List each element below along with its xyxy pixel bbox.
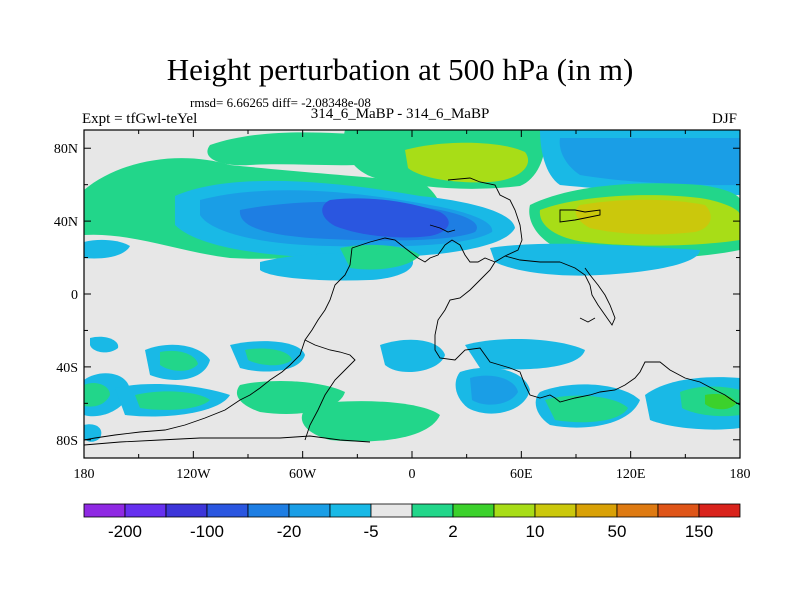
colorbar-swatch [657, 503, 700, 518]
x-tick-label: 60W [289, 467, 317, 482]
field-contour-cyan [380, 339, 445, 373]
colorbar-swatch [288, 503, 331, 518]
colorbar-label: -5 [363, 522, 378, 541]
field-contour-green [340, 244, 420, 270]
field-contour-green [135, 391, 210, 410]
season-label: DJF [712, 111, 738, 127]
x-tick-label: 0 [409, 467, 416, 482]
continent-outline [84, 247, 353, 441]
field-contour-green [301, 401, 440, 442]
x-tick-label: 180 [74, 467, 95, 482]
continent-outline [504, 255, 560, 263]
colorbar-label: -200 [108, 522, 142, 541]
colorbar-swatch [698, 503, 741, 518]
continent-outline [559, 261, 616, 326]
colorbar-swatch [534, 503, 577, 518]
colorbar-swatch [370, 503, 413, 518]
field-contour-green [160, 350, 198, 371]
field-contour-cyan [490, 243, 700, 276]
continent-outline [434, 177, 740, 406]
y-tick-label: 40S [56, 361, 78, 376]
field-contour-green [84, 383, 110, 407]
field-contour-light-green [405, 142, 529, 183]
experiment-label: Expt = tfGwl-teYel [82, 111, 198, 127]
colorbar-swatch [165, 503, 208, 518]
continent-outline [579, 317, 596, 323]
colorbar-label: 150 [685, 522, 713, 541]
experiment-runs-label: 314_6_MaBP - 314_6_MaBP [310, 106, 490, 122]
field-contour-light-blue [559, 138, 740, 186]
field-contour-cyan [465, 338, 585, 370]
stats-label: rmsd= 6.66265 diff= -2.08348e-08 [190, 95, 371, 110]
field-contour-green [245, 348, 292, 366]
colorbar-swatch [124, 503, 167, 518]
chart-title: Height perturbation at 500 hPa (in m) [166, 52, 634, 87]
colorbar-swatch [575, 503, 618, 518]
field-contour-cyan [84, 239, 130, 259]
colorbar-swatch [493, 503, 536, 518]
colorbar: -200 -100 -20 -5 2 10 50 150 [83, 503, 741, 541]
x-tick-label: 180 [730, 467, 751, 482]
x-tick-label: 120W [176, 467, 211, 482]
axes: 180 120W 60W 0 60E 120E 180 80N 40N 0 40S 80S [54, 130, 751, 482]
y-tick-label: 80N [54, 142, 78, 157]
field-contour-light-blue [470, 375, 518, 405]
colorbar-label: 50 [608, 522, 627, 541]
field-contour-olive [575, 199, 711, 235]
field-contour-green [545, 395, 628, 423]
y-tick-label: 0 [71, 288, 78, 303]
perturbation-field [84, 130, 740, 442]
continent-outline [351, 237, 496, 263]
x-tick-label: 120E [616, 467, 646, 482]
colorbar-swatch [83, 503, 126, 518]
colorbar-label: 2 [448, 522, 457, 541]
colorbar-label: 10 [526, 522, 545, 541]
continent-outline [304, 339, 356, 441]
field-contour-cyan [90, 336, 119, 353]
y-tick-label: 40N [54, 215, 78, 230]
colorbar-label: -20 [277, 522, 302, 541]
continent-outlines [84, 177, 740, 446]
colorbar-swatch [247, 503, 290, 518]
colorbar-swatch [411, 503, 454, 518]
colorbar-swatch [329, 503, 372, 518]
continent-outline [84, 435, 371, 446]
colorbar-swatch [452, 503, 495, 518]
x-tick-label: 60E [510, 467, 533, 482]
y-tick-label: 80S [56, 434, 78, 449]
colorbar-swatch [206, 503, 249, 518]
continent-outline [559, 209, 601, 223]
colorbar-swatch [616, 503, 659, 518]
continent-outline [429, 224, 456, 233]
field-contour-dark-blue [322, 198, 449, 238]
colorbar-label: -100 [190, 522, 224, 541]
